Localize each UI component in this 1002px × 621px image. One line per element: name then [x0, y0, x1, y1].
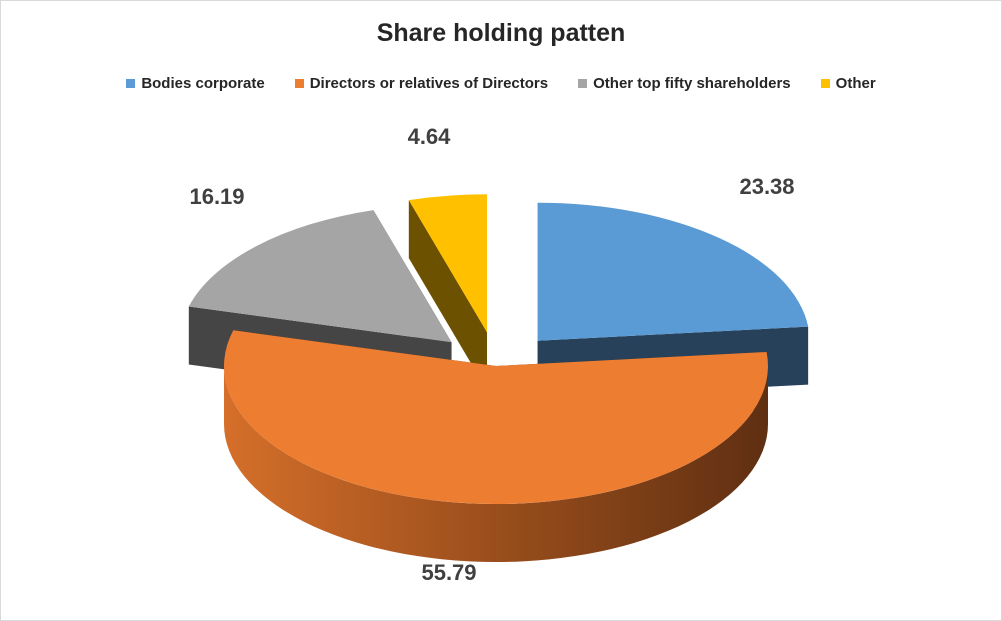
chart-title: Share holding patten: [376, 19, 626, 47]
legend-item-other: Other: [820, 75, 876, 92]
data-label-bodies-corporate: 23.38: [739, 174, 794, 199]
pie-slice-other: [408, 194, 487, 333]
legend-label: Directors or relatives of Directors: [309, 75, 549, 92]
legend-item-directors: Directors or relatives of Directors: [294, 75, 549, 92]
legend: Bodies corporate Directors or relatives …: [1, 75, 1001, 92]
pie-slice-bodies-corporate: [537, 202, 809, 341]
data-label-other: 4.64: [408, 124, 452, 149]
legend-label: Other: [835, 75, 876, 92]
legend-swatch: [578, 79, 588, 88]
pie-slice-directors-or-relatives-of-directors: [223, 330, 768, 505]
legend-swatch: [820, 79, 830, 88]
legend-swatch: [294, 79, 304, 88]
data-label-other-top-fifty-shareholders: 16.19: [189, 184, 244, 209]
legend-item-bodies-corporate: Bodies corporate: [126, 75, 265, 92]
legend-item-other-top-fifty: Other top fifty shareholders: [578, 75, 791, 92]
pie-slice-other-top-fifty-shareholders: [188, 210, 452, 343]
legend-label: Other top fifty shareholders: [593, 75, 791, 92]
pie-slice-other-side: [408, 200, 487, 391]
legend-swatch: [126, 79, 136, 88]
data-label-directors-or-relatives-of-directors: 55.79: [421, 560, 476, 585]
pie-slice-directors-or-relatives-of-directors-rim: [224, 366, 768, 562]
legend-label: Bodies corporate: [141, 75, 265, 92]
